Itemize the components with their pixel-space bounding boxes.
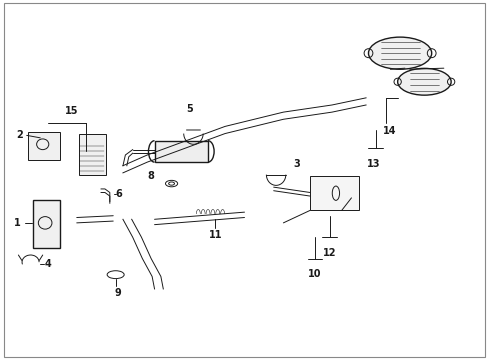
Bar xyxy=(28,132,60,160)
Text: 1: 1 xyxy=(14,218,21,228)
Text: 2: 2 xyxy=(17,130,23,140)
Bar xyxy=(309,176,358,210)
Text: 11: 11 xyxy=(208,230,222,240)
Ellipse shape xyxy=(368,37,431,69)
Text: 14: 14 xyxy=(382,126,395,136)
Text: 3: 3 xyxy=(292,159,299,169)
Text: 10: 10 xyxy=(307,269,321,279)
Text: 6: 6 xyxy=(116,189,122,199)
Text: 13: 13 xyxy=(366,158,379,168)
Text: 15: 15 xyxy=(65,106,79,116)
Text: 9: 9 xyxy=(115,288,121,298)
Text: 12: 12 xyxy=(322,248,336,258)
Bar xyxy=(154,141,207,162)
Text: 8: 8 xyxy=(147,171,154,181)
Ellipse shape xyxy=(397,68,450,95)
Bar xyxy=(79,134,106,175)
Text: 5: 5 xyxy=(186,104,193,114)
Bar xyxy=(33,200,60,248)
Text: 4: 4 xyxy=(44,259,51,269)
